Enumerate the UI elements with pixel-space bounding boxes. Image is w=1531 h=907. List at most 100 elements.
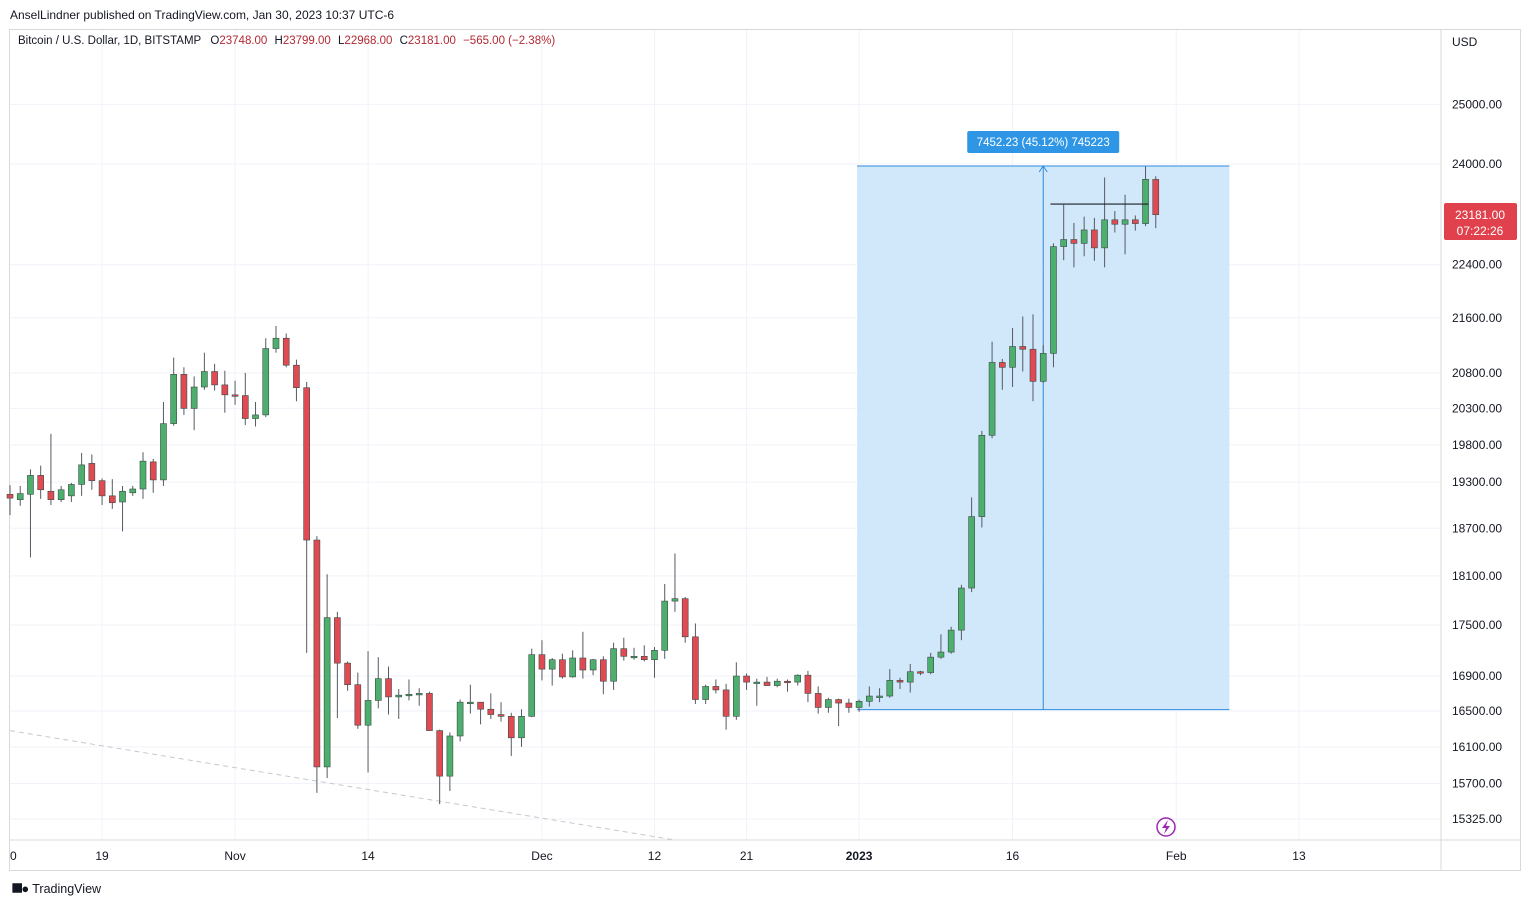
- candle-body: [507, 716, 515, 739]
- candle-body: [600, 659, 607, 682]
- y-tick-label: 18100.00: [1452, 569, 1502, 583]
- y-tick-label: 20800.00: [1452, 366, 1502, 380]
- candle-body: [630, 655, 638, 659]
- y-tick-label: 19300.00: [1452, 475, 1502, 489]
- candle-body: [241, 395, 249, 419]
- candle-body: [958, 587, 965, 631]
- candle-body: [569, 657, 576, 678]
- x-tick-label: 14: [361, 849, 375, 863]
- measure-label: 7452.23 (45.12%) 745223: [977, 137, 1110, 149]
- candle-body: [467, 701, 474, 704]
- candle-body: [1009, 346, 1016, 368]
- y-tick-label: 24000.00: [1452, 157, 1502, 171]
- x-tick-label: 16: [1006, 849, 1020, 863]
- candle-body: [497, 714, 505, 717]
- candle-body: [814, 693, 822, 708]
- candle-body: [1121, 219, 1129, 225]
- candle-body: [139, 460, 147, 490]
- candle-body: [579, 657, 587, 671]
- candle-body: [211, 371, 218, 386]
- candle-body: [1132, 219, 1139, 224]
- candle-body: [374, 678, 382, 701]
- x-tick-label: 13: [1292, 849, 1306, 863]
- candle-body: [1080, 229, 1088, 244]
- candle-body: [845, 702, 853, 708]
- candle-body: [927, 656, 935, 673]
- candle-body: [1091, 229, 1098, 249]
- dashed-trendline: [9, 730, 676, 841]
- candle-body: [252, 414, 259, 419]
- y-tick-label: 25000.00: [1452, 97, 1502, 111]
- close-value: 23181.00: [407, 35, 456, 47]
- x-tick-label: 2023: [846, 849, 873, 863]
- candles-layer: [6, 166, 1160, 805]
- last-price-badge: [1444, 203, 1517, 240]
- chart-frame[interactable]: [9, 29, 1521, 871]
- candle-body: [692, 636, 699, 700]
- candle-body: [16, 493, 24, 500]
- candle-body: [272, 337, 280, 349]
- tradingview-logo-icon: ⯀●: [12, 881, 29, 896]
- candle-body: [589, 659, 597, 671]
- candle-body: [47, 490, 55, 500]
- candle-body: [262, 348, 270, 416]
- low-value: 22968.00: [344, 35, 393, 47]
- measure-tool: 7452.23 (45.12%) 745223: [857, 131, 1230, 711]
- candle-body: [937, 651, 945, 658]
- measure-badge: [967, 131, 1120, 153]
- overlay-layer: 23181.00 07:22:26: [1156, 203, 1517, 837]
- y-tick-label: 17500.00: [1452, 618, 1502, 632]
- symbol-title: Bitcoin / U.S. Dollar, 1D, BITSTAMP: [18, 35, 202, 47]
- y-tick-label: 16900.00: [1452, 669, 1502, 683]
- x-tick-label: 21: [740, 849, 754, 863]
- brand-name: TradingView: [32, 882, 102, 896]
- y-tick-label: 19800.00: [1452, 438, 1502, 452]
- candle-body: [129, 488, 137, 494]
- candle-body: [303, 387, 310, 541]
- candle-body: [37, 475, 44, 491]
- candle-body: [354, 684, 362, 726]
- candle-body: [640, 655, 648, 661]
- candle-body: [886, 680, 894, 697]
- candle-body: [978, 434, 986, 517]
- high-label: H: [274, 35, 283, 47]
- lightning-icon-bolt: [1162, 820, 1170, 834]
- candle-body: [681, 598, 689, 638]
- candle-body: [190, 386, 198, 409]
- candle-body: [57, 489, 65, 500]
- candle-body: [1060, 239, 1067, 247]
- candle-body: [231, 394, 239, 397]
- candle-body: [282, 337, 290, 366]
- y-tick-label: 22400.00: [1452, 258, 1502, 272]
- publisher-line: AnselLindner published on TradingView.co…: [10, 8, 395, 22]
- candle-body: [804, 674, 812, 694]
- open-label: O: [210, 35, 220, 47]
- candle-body: [906, 671, 914, 683]
- candle-body: [671, 598, 679, 602]
- candle-body: [876, 695, 883, 698]
- measure-arrow-icon: [1038, 165, 1048, 173]
- x-tick-label: Feb: [1166, 849, 1187, 863]
- lightning-icon-ring: [1156, 817, 1176, 837]
- candle-body: [436, 730, 443, 777]
- candle-body: [395, 694, 403, 698]
- candle-body: [201, 371, 208, 388]
- price-axis-currency: USD: [1452, 35, 1478, 49]
- lightning-icon[interactable]: [1156, 817, 1176, 837]
- candle-body: [1070, 239, 1078, 244]
- candle-body: [968, 516, 975, 589]
- candle-body: [293, 364, 300, 389]
- y-tick-label: 15325.00: [1452, 812, 1502, 826]
- candle-body: [528, 654, 536, 717]
- candle-body: [487, 708, 495, 715]
- axes-layer: USD 15325.00 15700.00 16100.00 16500.00 16900…: [10, 30, 1521, 871]
- candle-body: [415, 693, 423, 696]
- x-tick-label: Nov: [224, 849, 245, 863]
- y-tick-label: 16500.00: [1452, 704, 1502, 718]
- countdown-value: 07:22:26: [1457, 224, 1504, 238]
- candle-body: [68, 484, 75, 497]
- candle-body: [917, 671, 924, 674]
- footer-brand[interactable]: ⯀● TradingView: [12, 881, 101, 897]
- candle-body: [610, 648, 617, 682]
